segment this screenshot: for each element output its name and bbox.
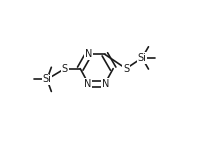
- Text: N: N: [84, 79, 91, 89]
- Text: S: S: [62, 64, 68, 74]
- Text: Si: Si: [138, 53, 146, 63]
- Text: N: N: [85, 49, 92, 59]
- Text: Si: Si: [42, 74, 51, 84]
- Text: S: S: [123, 64, 129, 74]
- Text: N: N: [102, 79, 109, 89]
